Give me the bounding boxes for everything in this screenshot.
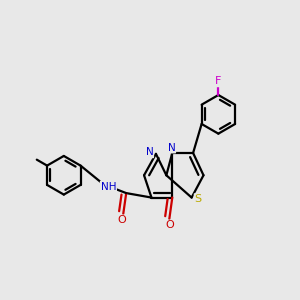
Text: S: S xyxy=(195,194,202,204)
Text: NH: NH xyxy=(100,182,116,192)
Text: O: O xyxy=(165,220,174,230)
Text: N: N xyxy=(146,147,153,158)
Text: O: O xyxy=(117,215,126,225)
Text: F: F xyxy=(215,76,221,86)
Text: N: N xyxy=(167,142,175,153)
